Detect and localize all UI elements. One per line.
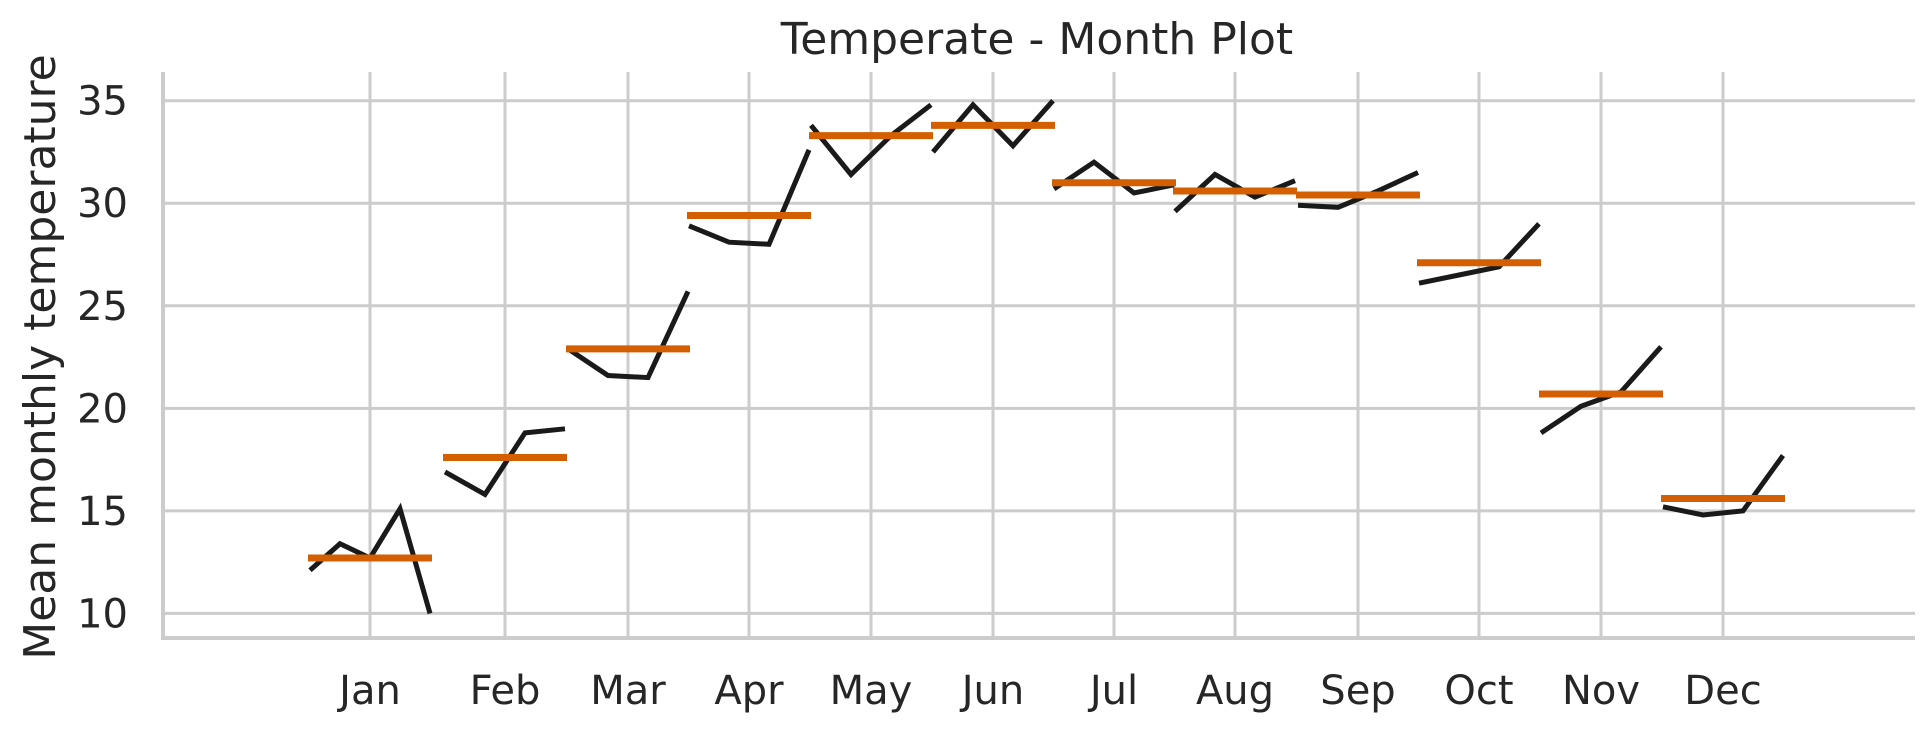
x-tick-label: Jan [336, 668, 401, 714]
y-tick-label: 25 [77, 284, 128, 330]
x-tick-label: Nov [1562, 668, 1640, 714]
x-tick-label: Mar [590, 668, 666, 714]
y-tick-label: 35 [77, 79, 128, 125]
series-line-may [809, 102, 933, 179]
x-tick-label: Sep [1320, 668, 1395, 714]
y-tick-label: 15 [77, 489, 128, 535]
series-line-mar [566, 290, 691, 381]
x-tick-label: Jul [1087, 668, 1138, 714]
x-tick-label: Apr [714, 668, 784, 714]
x-tick-label: Jun [959, 668, 1025, 714]
series-line-feb [443, 426, 566, 498]
y-axis-label: Mean monthly temperature [15, 54, 66, 660]
x-tick-label: Oct [1444, 668, 1513, 714]
series-line-nov [1539, 345, 1663, 435]
series-layer [308, 99, 1786, 615]
x-tick-label: Feb [470, 668, 541, 714]
axis-layer [161, 72, 1915, 640]
series-line-dec [1662, 454, 1786, 518]
series-line-apr [688, 148, 812, 247]
series-line-jul [1052, 159, 1175, 196]
label-layer: 10 15 20 25 30 35 Jan Feb Mar Apr May Jun Jul Aug Sep O… [77, 79, 1762, 714]
x-tick-label: Aug [1196, 668, 1274, 714]
x-tick-label: Dec [1684, 668, 1761, 714]
series-line-sep [1297, 170, 1420, 210]
x-tick-label: May [830, 668, 913, 714]
series-line-oct [1418, 222, 1541, 286]
chart-title: Temperate - Month Plot [780, 14, 1293, 65]
mean-layer [308, 121, 1785, 562]
y-tick-label: 20 [77, 386, 128, 432]
grid-layer [163, 72, 1915, 638]
y-tick-label: 10 [77, 591, 128, 637]
y-tick-label: 30 [77, 181, 128, 227]
